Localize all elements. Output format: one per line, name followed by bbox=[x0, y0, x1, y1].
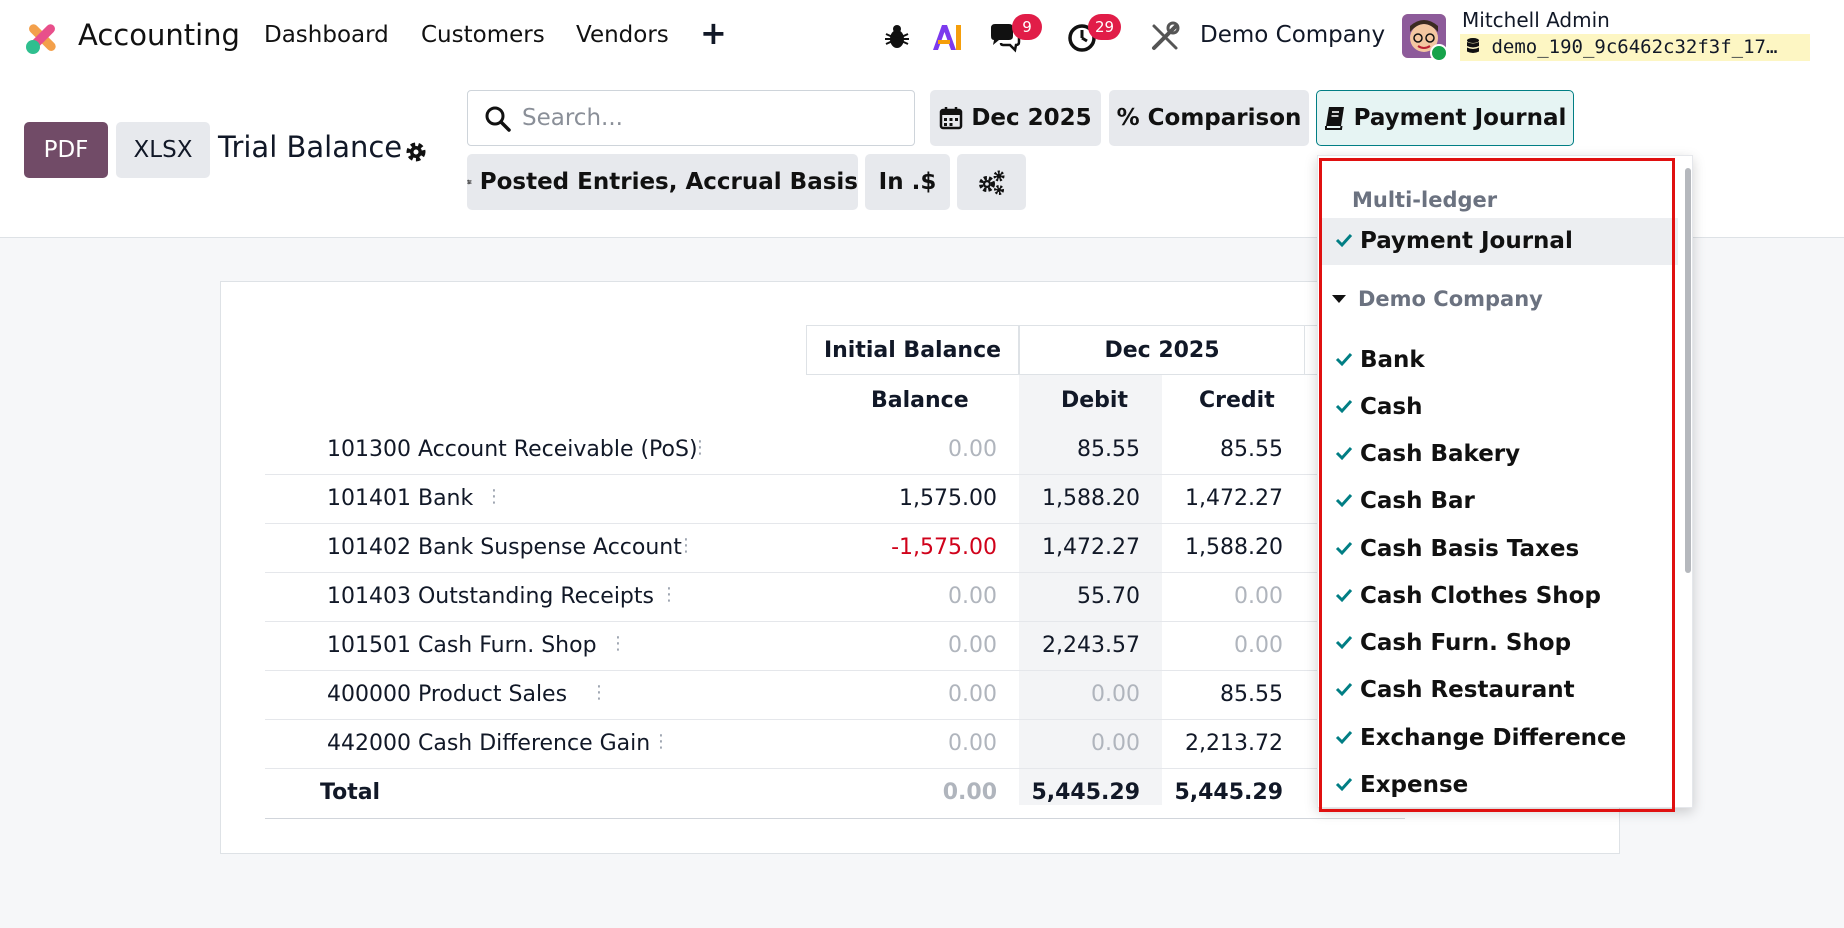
menu-customers[interactable]: Customers bbox=[421, 22, 545, 48]
check-icon bbox=[1335, 493, 1353, 508]
menu-dashboard[interactable]: Dashboard bbox=[264, 22, 389, 48]
row-menu-icon[interactable]: ⋮ bbox=[485, 486, 503, 507]
journal-filter-button[interactable]: Payment Journal bbox=[1316, 90, 1574, 146]
sliders-icon bbox=[467, 179, 472, 185]
search-input[interactable] bbox=[522, 101, 902, 135]
dropdown-section-multi-ledger: Multi-ledger bbox=[1352, 188, 1498, 212]
comparison-filter-button[interactable]: % Comparison bbox=[1109, 90, 1309, 146]
row-menu-icon[interactable]: ⋮ bbox=[691, 437, 709, 458]
table-row[interactable]: 101401 Bank 1,575.00 1,588.20 1,472.27 ⋮ bbox=[265, 475, 1405, 524]
journal-option-expense[interactable]: Expense bbox=[1320, 762, 1678, 809]
top-navbar: Accounting Dashboard Customers Vendors +… bbox=[0, 0, 1844, 74]
journal-option-bank[interactable]: Bank bbox=[1320, 337, 1678, 384]
table-row[interactable]: 101403 Outstanding Receipts 0.00 55.70 0… bbox=[265, 573, 1405, 622]
journal-option-cash-restaurant[interactable]: Cash Restaurant bbox=[1320, 667, 1678, 714]
row-menu-icon[interactable]: ⋮ bbox=[652, 731, 670, 752]
subheader-debit: Debit bbox=[1061, 388, 1128, 413]
pdf-export-button[interactable]: PDF bbox=[24, 122, 108, 178]
table-row[interactable]: 101501 Cash Furn. Shop 0.00 2,243.57 0.0… bbox=[265, 622, 1405, 671]
check-icon bbox=[1335, 682, 1353, 697]
check-icon bbox=[1335, 777, 1353, 792]
debug-bug-icon[interactable] bbox=[880, 20, 914, 54]
journal-option-payment-journal[interactable]: Payment Journal bbox=[1320, 218, 1678, 265]
subheader-credit: Credit bbox=[1199, 388, 1275, 413]
check-icon bbox=[1335, 233, 1353, 248]
company-switcher[interactable]: Demo Company bbox=[1200, 22, 1386, 48]
search-icon bbox=[485, 106, 511, 132]
online-status-dot bbox=[1430, 44, 1448, 62]
journal-option-cash-bar[interactable]: Cash Bar bbox=[1320, 478, 1678, 525]
ai-icon[interactable] bbox=[930, 20, 964, 54]
currency-filter-button[interactable]: In .$ bbox=[865, 154, 950, 210]
check-icon bbox=[1335, 352, 1353, 367]
journal-option-cash-basis-taxes[interactable]: Cash Basis Taxes bbox=[1320, 526, 1678, 573]
table-row[interactable]: 442000 Cash Difference Gain 0.00 0.00 2,… bbox=[265, 720, 1405, 769]
subheader-balance: Balance bbox=[871, 388, 969, 413]
total-row: Total 0.00 5,445.29 5,445.29 bbox=[265, 769, 1405, 819]
report-title: Trial Balance bbox=[218, 130, 403, 164]
accounting-app-logo-icon[interactable] bbox=[22, 18, 60, 56]
advanced-options-gears-icon[interactable] bbox=[957, 154, 1026, 210]
activities-count-badge: 29 bbox=[1088, 14, 1122, 40]
table-row[interactable]: 101300 Account Receivable (PoS) 0.00 85.… bbox=[265, 426, 1405, 475]
report-settings-gear-icon[interactable] bbox=[404, 140, 428, 164]
dropdown-scrollbar-thumb[interactable] bbox=[1685, 168, 1691, 573]
check-icon bbox=[1335, 635, 1353, 650]
date-filter-button[interactable]: Dec 2025 bbox=[930, 90, 1101, 146]
row-menu-icon[interactable]: ⋮ bbox=[609, 633, 627, 654]
row-menu-icon[interactable]: ⋮ bbox=[660, 584, 678, 605]
book-icon bbox=[1324, 107, 1344, 130]
search-bar bbox=[467, 90, 915, 146]
database-icon bbox=[1467, 38, 1479, 53]
xlsx-export-button[interactable]: XLSX bbox=[116, 122, 210, 178]
percent-icon: % bbox=[1116, 105, 1140, 131]
journal-option-cash-clothes-shop[interactable]: Cash Clothes Shop bbox=[1320, 573, 1678, 620]
row-menu-icon[interactable]: ⋮ bbox=[677, 535, 695, 556]
app-name[interactable]: Accounting bbox=[78, 18, 240, 52]
menu-vendors[interactable]: Vendors bbox=[576, 22, 669, 48]
journal-option-cash[interactable]: Cash bbox=[1320, 384, 1678, 431]
table-row[interactable]: 400000 Product Sales 0.00 0.00 85.55 ⋮ bbox=[265, 671, 1405, 720]
check-icon bbox=[1335, 541, 1353, 556]
quick-create-plus-icon[interactable]: + bbox=[700, 14, 727, 52]
messages-count-badge: 9 bbox=[1012, 14, 1042, 40]
caret-down-icon bbox=[1332, 295, 1346, 303]
period-column-shading bbox=[1019, 375, 1162, 805]
journal-option-exchange-difference[interactable]: Exchange Difference bbox=[1320, 715, 1678, 762]
settings-tools-icon[interactable] bbox=[1148, 20, 1182, 54]
entries-filter-button[interactable]: Posted Entries, Accrual Basis bbox=[467, 154, 858, 210]
header-initial-balance: Initial Balance bbox=[806, 325, 1019, 375]
check-icon bbox=[1335, 588, 1353, 603]
check-icon bbox=[1335, 446, 1353, 461]
row-menu-icon[interactable]: ⋮ bbox=[590, 682, 608, 703]
check-icon bbox=[1335, 730, 1353, 745]
check-icon bbox=[1335, 399, 1353, 414]
table-row[interactable]: 101402 Bank Suspense Account -1,575.00 1… bbox=[265, 524, 1405, 573]
dropdown-company-group[interactable]: Demo Company bbox=[1332, 287, 1543, 311]
journal-option-cash-bakery[interactable]: Cash Bakery bbox=[1320, 431, 1678, 478]
journal-option-cash-furn-shop[interactable]: Cash Furn. Shop bbox=[1320, 620, 1678, 667]
calendar-icon bbox=[940, 107, 963, 130]
user-name[interactable]: Mitchell Admin bbox=[1462, 8, 1610, 32]
database-name: demo_190_9c6462c32f3f_17… bbox=[1460, 34, 1810, 61]
header-period: Dec 2025 bbox=[1019, 325, 1305, 375]
